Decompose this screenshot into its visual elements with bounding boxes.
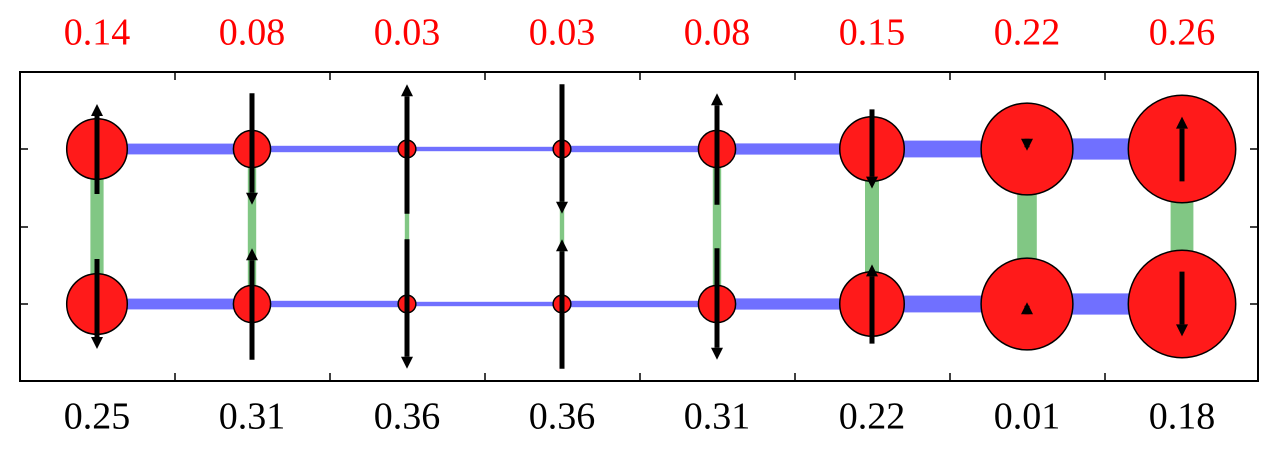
- bottom-label: 0.36: [529, 396, 596, 438]
- arrow-head: [246, 192, 258, 205]
- rail: [717, 143, 872, 155]
- bottom-label: 0.18: [1149, 396, 1216, 438]
- rail: [252, 145, 407, 153]
- rail: [562, 145, 717, 153]
- arrow-head: [711, 347, 723, 360]
- arrow-head: [866, 264, 878, 277]
- frame: [19, 71, 1259, 382]
- rung: [865, 149, 879, 304]
- arrow-head: [866, 176, 878, 189]
- top-label: 0.15: [839, 12, 906, 54]
- arrow-head: [91, 104, 103, 116]
- arrow-head: [711, 93, 723, 106]
- arrow-head: [246, 248, 258, 261]
- arrow-head: [401, 84, 413, 97]
- top-label: 0.22: [994, 12, 1061, 54]
- rung: [404, 149, 410, 304]
- arrow-head: [1176, 116, 1188, 129]
- bottom-label: 0.22: [839, 396, 906, 438]
- rail: [97, 143, 252, 155]
- top-label: 0.03: [529, 12, 596, 54]
- bottom-label: 0.36: [374, 396, 441, 438]
- top-label: 0.03: [374, 12, 441, 54]
- arrow-head: [556, 239, 568, 252]
- rail: [407, 146, 562, 152]
- bottom-label: 0.31: [219, 396, 286, 438]
- rail: [252, 300, 407, 308]
- top-label: 0.14: [64, 12, 131, 54]
- arrow-head: [91, 337, 103, 349]
- rung: [559, 149, 565, 304]
- rail: [407, 301, 562, 307]
- rail: [562, 300, 717, 308]
- rung: [90, 149, 104, 304]
- rail: [97, 298, 252, 310]
- arrow-head: [1176, 324, 1188, 337]
- rung: [712, 149, 722, 304]
- arrow-head: [556, 201, 568, 214]
- top-label: 0.08: [219, 12, 286, 54]
- bottom-label: 0.25: [64, 396, 131, 438]
- arrow-head: [401, 356, 413, 369]
- arrow-head: [1021, 138, 1033, 151]
- bottom-label: 0.31: [684, 396, 751, 438]
- arrow-head: [1021, 302, 1033, 315]
- top-label: 0.08: [684, 12, 751, 54]
- rung: [247, 149, 257, 304]
- bottom-label: 0.01: [994, 396, 1061, 438]
- frame-ticks: [20, 72, 1258, 381]
- top-label: 0.26: [1149, 12, 1216, 54]
- rail: [717, 298, 872, 310]
